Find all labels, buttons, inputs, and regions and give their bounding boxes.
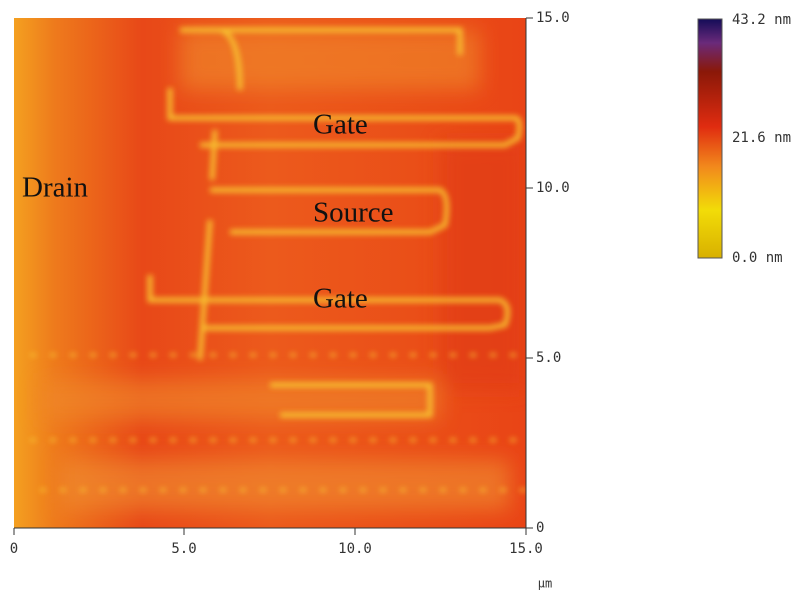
afm-image	[14, 18, 526, 528]
y-tick-label: 0	[536, 520, 544, 536]
x-tick-label: 10.0	[338, 541, 372, 557]
annotation: Gate	[313, 283, 368, 315]
y-tick-label: 15.0	[536, 10, 570, 26]
colorbar	[697, 18, 723, 259]
y-tick-label: 5.0	[536, 350, 561, 366]
x-tick-label: 0	[10, 541, 18, 557]
x-unit: µm	[538, 577, 552, 591]
axis-ticks	[13, 17, 533, 535]
colorbar-label: 43.2 nm	[732, 12, 791, 28]
annotation: Gate	[313, 109, 368, 141]
x-tick-label: 15.0	[509, 541, 543, 557]
colorbar-label: 21.6 nm	[732, 130, 791, 146]
annotation: Drain	[22, 172, 89, 204]
colorbar-label: 0.0 nm	[732, 250, 783, 266]
annotation: Source	[313, 197, 394, 229]
y-tick-label: 10.0	[536, 180, 570, 196]
x-tick-label: 5.0	[171, 541, 196, 557]
